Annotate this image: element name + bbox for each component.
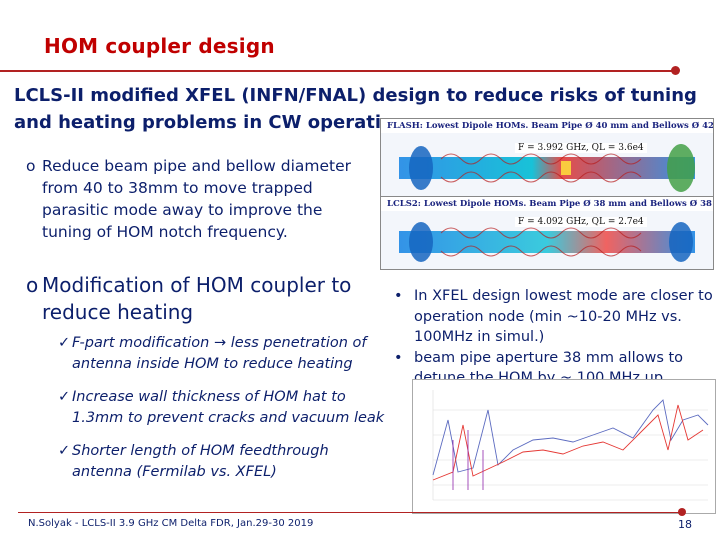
right-bullet-list: • In XFEL design lowest mode are closer … xyxy=(392,286,717,389)
bullet-marker: o xyxy=(26,157,36,175)
hom-spectrum-plot xyxy=(412,379,716,514)
bullet-marker: o xyxy=(26,273,39,297)
check-icon: ✓ xyxy=(58,443,71,459)
bullet-hom-coupler: o Modification of HOM coupler to reduce … xyxy=(26,272,376,326)
flash-frequency-label: F = 3.992 GHz, QL = 3.6e4 xyxy=(515,143,647,153)
footer-text: N.Solyak - LCLS-II 3.9 GHz CM Delta FDR,… xyxy=(28,518,314,529)
subitem-feedthrough: ✓ Shorter length of HOM feedthrough ante… xyxy=(58,441,388,483)
subitem-text: Shorter length of HOM feedthrough antenn… xyxy=(72,443,329,480)
flash-figure-caption: FLASH: Lowest Dipole HOMs. Beam Pipe Ø 4… xyxy=(381,119,713,133)
right-bullet-text: In XFEL design lowest mode are closer to… xyxy=(414,288,713,345)
title-rule-dot xyxy=(671,66,680,75)
flash-hom-figure: FLASH: Lowest Dipole HOMs. Beam Pipe Ø 4… xyxy=(380,118,714,198)
slide-title: HOM coupler design xyxy=(44,34,275,58)
lcls2-frequency-label: F = 4.092 GHz, QL = 2.7e4 xyxy=(515,217,647,227)
spectrum-plot-image xyxy=(413,380,715,513)
lcls2-hom-figure: LCLS2: Lowest Dipole HOMs. Beam Pipe Ø 3… xyxy=(380,196,714,270)
slide-subtitle: LCLS-II modified XFEL (INFN/FNAL) design… xyxy=(14,85,697,133)
bullet-text: Modification of HOM coupler to reduce he… xyxy=(42,273,352,324)
subitem-f-part: ✓ F-part modification → less penetration… xyxy=(58,333,388,375)
right-bullet-xfel: • In XFEL design lowest mode are closer … xyxy=(392,286,717,348)
title-rule xyxy=(0,70,676,72)
bullet-beam-pipe: o Reduce beam pipe and bellow diameter f… xyxy=(26,155,376,243)
subitem-text: F-part modification → less penetration o… xyxy=(72,335,367,372)
bullet-text: Reduce beam pipe and bellow diameter fro… xyxy=(42,157,352,241)
bullet-dot: • xyxy=(394,349,403,366)
footer-rule xyxy=(18,512,682,513)
bullet-dot: • xyxy=(394,288,403,304)
footer-rule-dot xyxy=(678,508,686,516)
subitem-wall-thickness: ✓ Increase wall thickness of HOM hat to … xyxy=(58,387,388,429)
subitem-text: Increase wall thickness of HOM hat to 1.… xyxy=(72,389,385,426)
check-icon: ✓ xyxy=(58,335,71,351)
check-icon: ✓ xyxy=(58,389,71,405)
page-number: 18 xyxy=(678,518,692,531)
lcls2-figure-caption: LCLS2: Lowest Dipole HOMs. Beam Pipe Ø 3… xyxy=(381,197,713,211)
